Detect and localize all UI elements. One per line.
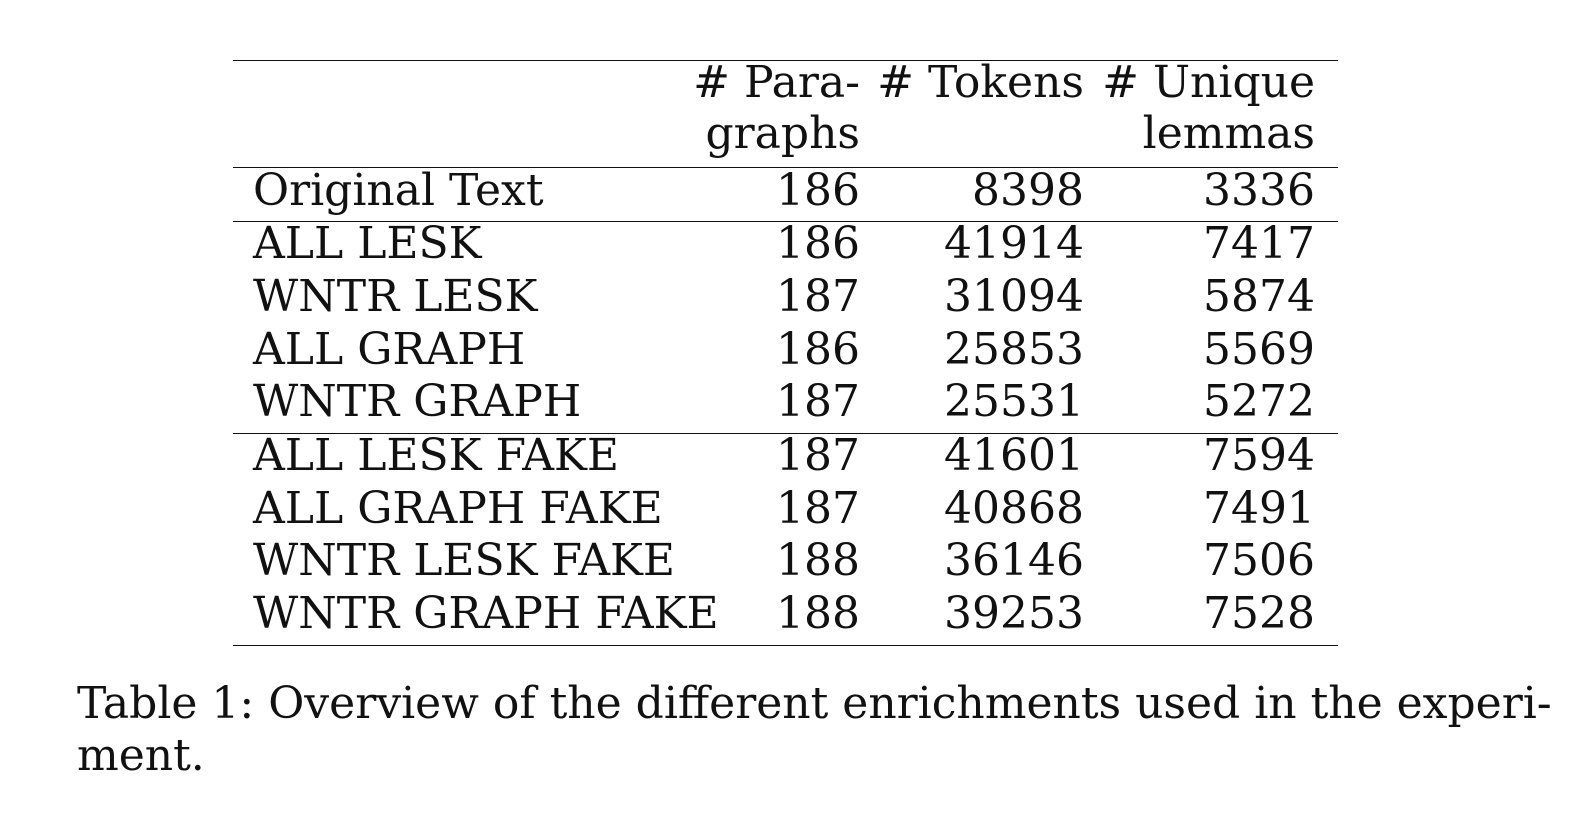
cell-tokens: 31094 — [944, 271, 1084, 322]
cell-unique-lemmas: 7417 — [1203, 218, 1315, 269]
cell-paragraphs: 186 — [776, 218, 860, 269]
cell-tokens: 25853 — [944, 324, 1084, 375]
cell-unique-lemmas: 7506 — [1203, 535, 1315, 586]
fake-group-rule — [233, 433, 1338, 434]
cell-tokens: 40868 — [944, 483, 1084, 534]
header-unique-lemmas-line-2: lemmas — [1142, 108, 1315, 159]
cell-unique-lemmas: 5569 — [1203, 324, 1315, 375]
cell-tokens: 41914 — [944, 218, 1084, 269]
original-group-rule — [233, 221, 1338, 222]
row-label: ALL LESK FAKE — [253, 430, 620, 481]
cell-unique-lemmas: 7594 — [1203, 430, 1315, 481]
row-label: ALL LESK — [253, 218, 482, 269]
cell-paragraphs: 187 — [776, 483, 860, 534]
cell-unique-lemmas: 7528 — [1203, 588, 1315, 639]
header-paragraphs-line-1: # Para- — [693, 57, 860, 108]
header-tokens: # Tokens — [877, 57, 1084, 108]
cell-tokens: 25531 — [944, 376, 1084, 427]
bottom-rule — [233, 645, 1338, 646]
cell-unique-lemmas: 5874 — [1203, 271, 1315, 322]
cell-tokens: 36146 — [944, 535, 1084, 586]
table-caption: Table 1: Overview of the different enric… — [77, 678, 1552, 782]
header-rule — [233, 167, 1338, 168]
cell-unique-lemmas: 3336 — [1203, 165, 1315, 216]
cell-paragraphs: 186 — [776, 165, 860, 216]
header-paragraphs-line-2: graphs — [705, 108, 860, 159]
cell-paragraphs: 186 — [776, 324, 860, 375]
row-label: ALL GRAPH FAKE — [253, 483, 663, 534]
row-label: Original Text — [253, 165, 544, 216]
caption-line-2: ment. — [77, 730, 205, 781]
row-label: ALL GRAPH — [253, 324, 526, 375]
cell-tokens: 8398 — [972, 165, 1084, 216]
cell-tokens: 39253 — [944, 588, 1084, 639]
row-label: WNTR LESK — [253, 271, 538, 322]
cell-paragraphs: 188 — [776, 535, 860, 586]
cell-paragraphs: 188 — [776, 588, 860, 639]
cell-paragraphs: 187 — [776, 376, 860, 427]
row-label: WNTR GRAPH — [253, 376, 582, 427]
caption-line-1: Table 1: Overview of the different enric… — [77, 678, 1552, 729]
header-unique-lemmas-line-1: # Unique — [1102, 57, 1315, 108]
row-label: WNTR LESK FAKE — [253, 535, 675, 586]
cell-tokens: 41601 — [944, 430, 1084, 481]
cell-paragraphs: 187 — [776, 430, 860, 481]
top-rule — [233, 60, 1338, 61]
row-label: WNTR GRAPH FAKE — [253, 588, 719, 639]
cell-unique-lemmas: 7491 — [1203, 483, 1315, 534]
cell-paragraphs: 187 — [776, 271, 860, 322]
cell-unique-lemmas: 5272 — [1203, 376, 1315, 427]
